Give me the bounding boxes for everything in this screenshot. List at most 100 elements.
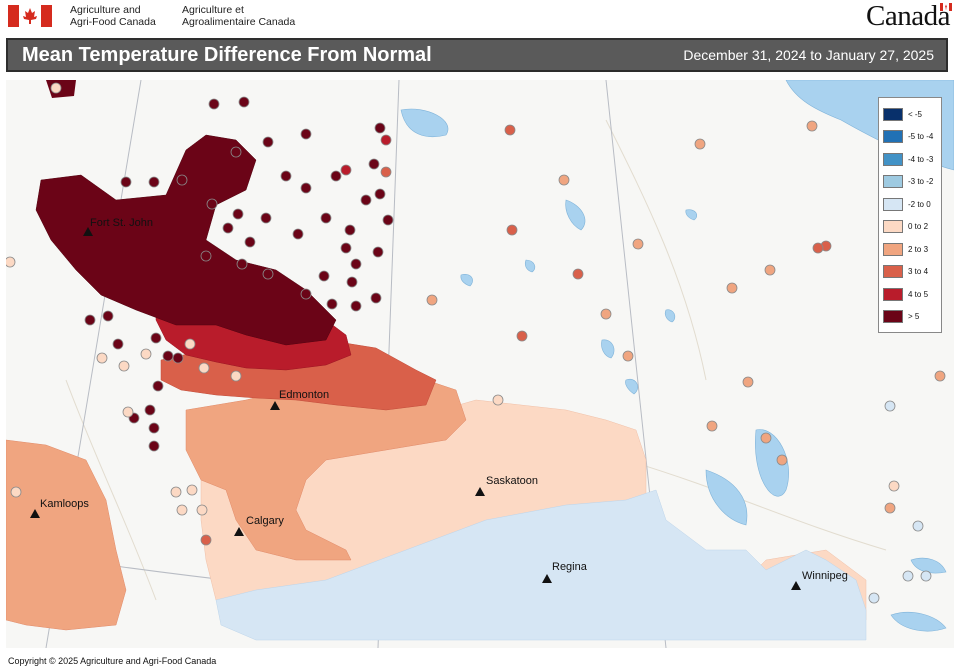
station-dot: [812, 242, 824, 254]
station-dot: [176, 504, 188, 516]
station-dot: [112, 338, 124, 350]
station-dot: [380, 166, 392, 178]
city-label: Regina: [552, 561, 588, 573]
station-dot: [760, 432, 772, 444]
legend-item: -2 to 0: [883, 193, 937, 216]
city-saskatoon[interactable]: Saskatoon: [475, 475, 538, 496]
city-winnipeg[interactable]: Winnipeg: [791, 570, 848, 590]
station-dot: [806, 120, 818, 132]
anomaly-region-2-to-3-bc: [6, 439, 127, 631]
station-dot: [120, 176, 132, 188]
station-dot: [102, 310, 114, 322]
legend-swatch: [883, 265, 903, 279]
department-name-french: Agriculture et Agroalimentaire Canada: [182, 4, 296, 28]
station-dot: [374, 188, 386, 200]
legend-item: 4 to 5: [883, 283, 937, 306]
station-dot: [84, 314, 96, 326]
station-dot: [360, 194, 372, 206]
station-dot: [572, 268, 584, 280]
station-dot: [350, 300, 362, 312]
legend-label: 2 to 3: [908, 244, 929, 254]
station-dot: [504, 124, 516, 136]
station-markers: [6, 82, 946, 604]
legend-label: 4 to 5: [908, 289, 929, 299]
anomaly-region-above-5: [35, 134, 337, 346]
station-dot: [726, 282, 738, 294]
station-dot: [888, 480, 900, 492]
station-dot: [200, 534, 212, 546]
city-fort-st-john[interactable]: Fort St. John: [83, 217, 153, 236]
station-dot: [300, 128, 312, 140]
station-dot: [320, 212, 332, 224]
station-dot: [934, 370, 946, 382]
station-dot: [742, 376, 754, 388]
station-dot: [10, 486, 22, 498]
station-dot: [884, 502, 896, 514]
station-dot: [340, 242, 352, 254]
canada-flag-icon: [8, 5, 52, 27]
station-dot: [868, 592, 880, 604]
city-label: Edmonton: [279, 389, 329, 401]
temperature-map[interactable]: Fort St. John Edmonton Saskatoon Kamloop…: [6, 80, 954, 648]
station-dot: [370, 292, 382, 304]
map-title-bar: Mean Temperature Difference From Normal …: [6, 38, 948, 72]
city-regina[interactable]: Regina: [542, 561, 588, 583]
canada-wordmark: Canada: [866, 0, 950, 32]
station-dot: [162, 350, 174, 362]
station-dot: [152, 380, 164, 392]
station-dot: [232, 208, 244, 220]
anomaly-region-minus2-to-0: [215, 489, 867, 641]
station-dot: [244, 236, 256, 248]
station-dot: [186, 484, 198, 496]
copyright-notice: Copyright © 2025 Agriculture and Agri-Fo…: [8, 656, 217, 666]
station-dot: [206, 198, 218, 210]
station-dot: [330, 170, 342, 182]
station-dot: [148, 440, 160, 452]
station-dot: [694, 138, 706, 150]
station-dot: [516, 330, 528, 342]
legend-label: < -5: [908, 109, 923, 119]
legend-swatch: [883, 175, 903, 189]
station-dot: [118, 360, 130, 372]
city-edmonton[interactable]: Edmonton: [270, 389, 329, 410]
legend-swatch: [883, 287, 903, 301]
wordmark-flag-icon: [940, 3, 952, 11]
station-dot: [292, 228, 304, 240]
station-dot: [622, 350, 634, 362]
legend-label: -3 to -2: [908, 177, 934, 187]
legend-item: 3 to 4: [883, 261, 937, 284]
city-label: Winnipeg: [802, 570, 848, 582]
legend-label: > 5: [908, 312, 920, 322]
map-legend: < -5 -5 to -4 -4 to -3 -3 to -2 -2 to 0 0 to …: [878, 97, 942, 333]
station-dot: [196, 504, 208, 516]
station-dot: [170, 486, 182, 498]
station-dot: [382, 214, 394, 226]
station-dot: [426, 294, 438, 306]
station-dot: [6, 256, 16, 268]
city-calgary[interactable]: Calgary: [234, 515, 284, 536]
station-dot: [236, 258, 248, 270]
station-dot: [632, 238, 644, 250]
station-dot: [262, 268, 274, 280]
legend-item: 0 to 2: [883, 216, 937, 239]
legend-item: -5 to -4: [883, 126, 937, 149]
station-dot: [558, 174, 570, 186]
station-dot: [346, 276, 358, 288]
station-dot: [238, 96, 250, 108]
station-dot: [368, 158, 380, 170]
station-dot: [262, 136, 274, 148]
station-dot: [280, 170, 292, 182]
station-dot: [372, 246, 384, 258]
station-dot: [706, 420, 718, 432]
city-label: Calgary: [246, 515, 284, 527]
city-kamloops[interactable]: Kamloops: [30, 498, 89, 518]
legend-swatch: [883, 107, 903, 121]
city-label: Kamloops: [40, 498, 89, 510]
station-dot: [150, 332, 162, 344]
station-dot: [344, 224, 356, 236]
station-dot: [318, 270, 330, 282]
legend-label: -2 to 0: [908, 199, 931, 209]
station-dot: [198, 362, 210, 374]
station-dot: [300, 182, 312, 194]
station-dot: [776, 454, 788, 466]
